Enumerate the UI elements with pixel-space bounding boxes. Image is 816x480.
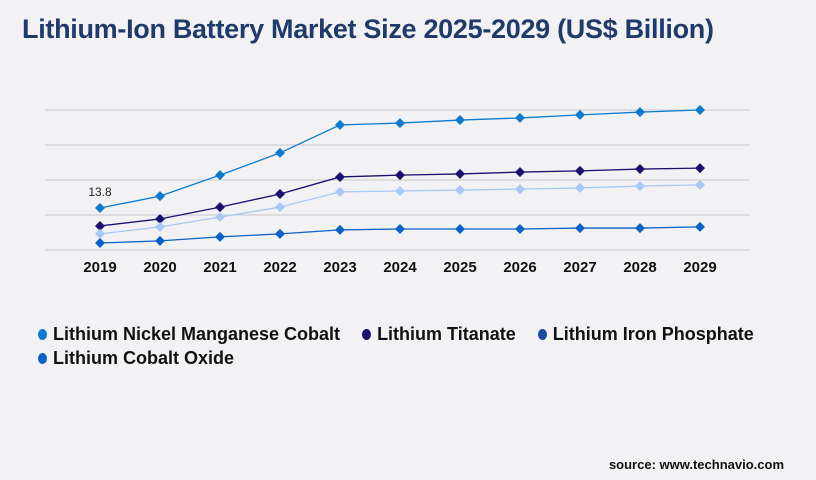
data-point — [215, 202, 225, 213]
data-point — [215, 212, 225, 223]
data-point — [335, 186, 345, 197]
x-tick-label: 2021 — [203, 259, 236, 276]
x-tick-label: 2027 — [563, 259, 596, 276]
series-lithium-cobalt-oxide — [95, 221, 705, 248]
x-tick-label: 2022 — [263, 259, 296, 276]
legend: Lithium Nickel Manganese Cobalt Lithium T… — [38, 322, 778, 370]
data-point — [575, 165, 585, 176]
data-label: 13.8 — [88, 185, 112, 199]
data-point — [695, 105, 705, 115]
data-point — [95, 228, 105, 239]
legend-item: Lithium Titanate — [362, 322, 516, 346]
data-point — [635, 107, 645, 118]
series-lithium-titanate — [95, 163, 705, 231]
data-point — [155, 235, 165, 246]
data-point — [455, 185, 465, 196]
data-point — [695, 221, 705, 232]
data-point — [455, 224, 465, 234]
data-point — [455, 168, 465, 179]
x-tick-label: 2023 — [323, 259, 356, 276]
x-tick-label: 2020 — [143, 259, 176, 276]
source-label: source: www.technavio.com — [608, 457, 784, 472]
data-point — [575, 223, 585, 234]
data-point — [155, 221, 165, 232]
legend-item: Lithium Iron Phosphate — [537, 322, 754, 346]
data-point — [335, 171, 345, 182]
data-point — [395, 185, 405, 196]
series-lithium-nickel-manganese-cobalt — [95, 105, 705, 213]
x-tick-label: 2029 — [683, 259, 716, 276]
data-point — [515, 112, 525, 123]
x-tick-label: 2019 — [83, 259, 116, 276]
data-point — [155, 191, 165, 202]
data-point — [515, 167, 525, 178]
data-point — [395, 170, 405, 181]
legend-marker-icon — [38, 328, 47, 340]
data-point — [575, 109, 585, 120]
data-point — [395, 224, 405, 234]
data-point — [695, 179, 705, 190]
data-point — [95, 220, 105, 231]
legend-label: Lithium Iron Phosphate — [552, 323, 754, 344]
data-point — [635, 223, 645, 234]
data-point — [515, 184, 525, 195]
data-point — [515, 224, 525, 234]
data-point — [395, 118, 405, 129]
data-point — [635, 181, 645, 192]
data-point — [695, 163, 705, 174]
data-point — [95, 238, 105, 248]
x-tick-label: 2024 — [383, 259, 417, 276]
legend-item: Lithium Nickel Manganese Cobalt — [38, 322, 340, 346]
data-point — [275, 228, 285, 239]
data-point — [335, 224, 345, 235]
data-point — [275, 202, 285, 213]
legend-label: Lithium Cobalt Oxide — [53, 347, 235, 368]
x-tick-label: 2028 — [623, 259, 656, 276]
data-point — [275, 189, 285, 199]
data-point — [215, 231, 225, 242]
data-point — [275, 147, 285, 158]
data-point — [95, 203, 105, 213]
data-point — [635, 164, 645, 175]
chart-title: Lithium-Ion Battery Market Size 2025-202… — [22, 14, 714, 44]
legend-item: Lithium Cobalt Oxide — [38, 346, 234, 370]
legend-label: Lithium Titanate — [377, 323, 516, 344]
data-point — [155, 213, 165, 224]
x-tick-label: 2025 — [443, 259, 476, 276]
legend-marker-icon — [537, 328, 547, 340]
legend-label: Lithium Nickel Manganese Cobalt — [53, 323, 341, 344]
x-tick-label: 2026 — [503, 259, 536, 276]
legend-marker-icon — [38, 352, 47, 364]
data-point — [335, 119, 345, 130]
legend-marker-icon — [362, 328, 372, 340]
series-lithium-iron-phosphate — [95, 179, 705, 239]
data-point — [455, 115, 465, 126]
data-point — [215, 170, 225, 181]
data-point — [575, 182, 585, 193]
